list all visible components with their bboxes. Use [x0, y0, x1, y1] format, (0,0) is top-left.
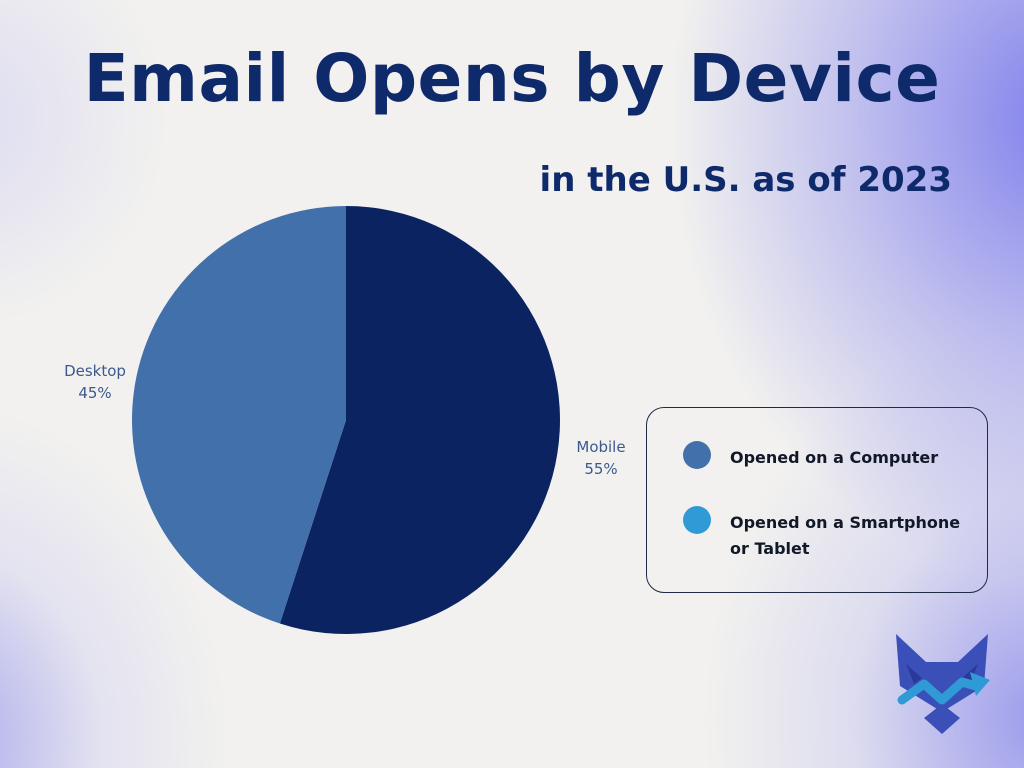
fox-logo-icon	[896, 634, 990, 734]
slice-value-label-desktop: 45%	[78, 384, 111, 402]
pie-slice-mobile	[279, 206, 560, 634]
legend-item-smartphone: Opened on a Smartphone or Tablet	[683, 506, 970, 562]
slice-value-label-mobile: 55%	[584, 460, 617, 478]
legend: Opened on a Computer Opened on a Smartph…	[646, 407, 988, 593]
legend-swatch-icon	[683, 441, 711, 469]
pie-slice-desktop	[131, 206, 346, 624]
slice-label-desktop: Desktop	[64, 362, 126, 380]
chart-subtitle: in the U.S. as of 2023	[539, 160, 952, 200]
legend-label-smartphone: Opened on a Smartphone or Tablet	[730, 513, 961, 558]
chart-title: Email Opens by Device	[83, 40, 941, 117]
legend-label-computer: Opened on a Computer	[730, 448, 939, 467]
legend-item-computer: Opened on a Computer	[683, 441, 970, 471]
slice-label-mobile: Mobile	[576, 438, 625, 456]
legend-swatch-icon	[683, 506, 711, 534]
